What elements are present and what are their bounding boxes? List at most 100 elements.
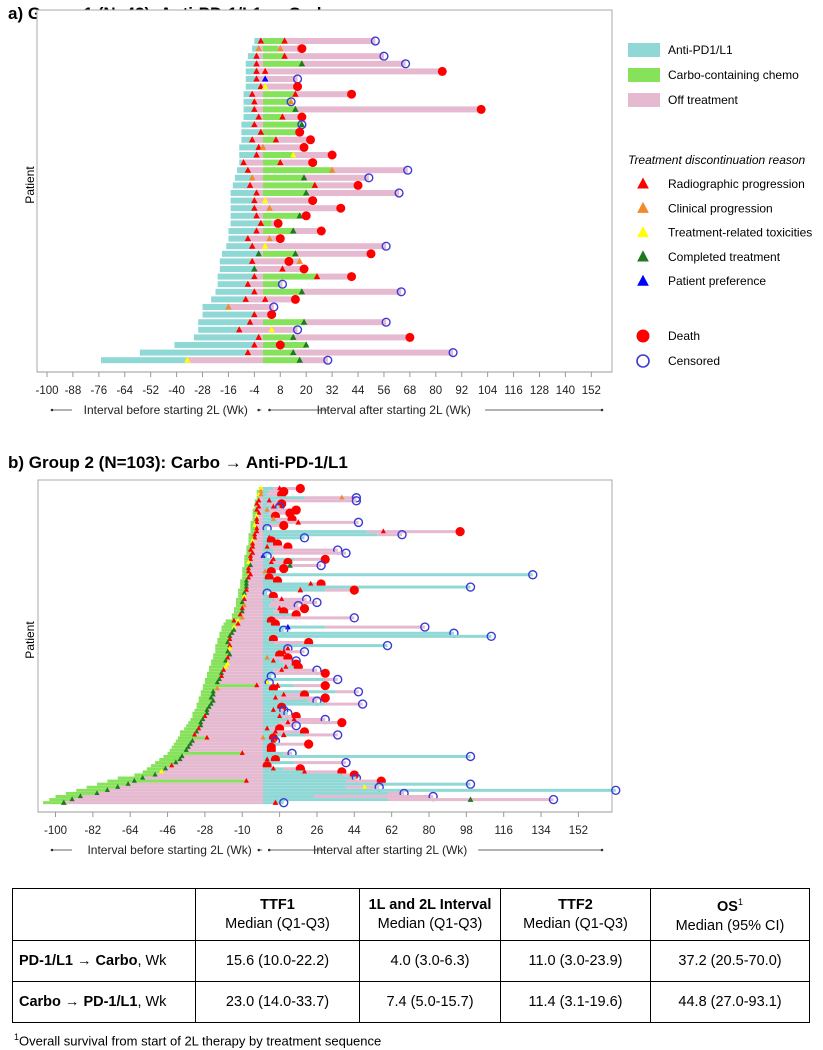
x-tick-label: 56 xyxy=(378,385,391,397)
table-cell: 44.8 (27.0-93.1) xyxy=(650,981,810,1023)
off-treatment-segment xyxy=(211,702,263,706)
x-tick-label: -76 xyxy=(91,385,108,397)
patient-row xyxy=(250,527,465,537)
1l-chemo-segment xyxy=(242,573,251,577)
event-triangle-icon xyxy=(257,37,265,44)
off-treatment-segment xyxy=(227,641,263,644)
censored-marker-icon xyxy=(448,348,458,358)
table-cell: 23.0 (14.0-33.7) xyxy=(195,981,360,1023)
event-triangle-icon xyxy=(338,494,345,500)
event-triangle-icon xyxy=(241,593,248,599)
summary-table: TTF1 Median (Q1-Q3) 1L and 2L Interval Med… xyxy=(12,888,810,1023)
event-triangle-icon xyxy=(264,654,271,661)
event-triangle-icon xyxy=(280,691,287,698)
2l-chemo-segment xyxy=(263,182,315,189)
2l-io-segment xyxy=(263,573,533,577)
event-triangle-icon xyxy=(253,682,260,688)
1l-io-segment xyxy=(243,98,255,105)
2l-io-segment xyxy=(263,600,272,604)
off-treatment-segment xyxy=(325,625,425,629)
censored-marker-icon xyxy=(341,757,351,768)
event-triangle-icon xyxy=(361,784,368,790)
x-tick-label: 80 xyxy=(429,385,442,397)
2l-io-segment xyxy=(263,702,326,706)
off-treatment-segment xyxy=(209,705,263,709)
death-marker-icon xyxy=(293,82,303,92)
death-marker-icon xyxy=(299,264,309,274)
off-treatment-segment xyxy=(246,585,263,589)
censored-marker-icon xyxy=(381,241,391,251)
2l-io-segment xyxy=(263,751,284,755)
off-treatment-segment xyxy=(254,523,263,527)
event-triangle-icon xyxy=(204,734,210,741)
event-triangle-icon xyxy=(279,265,286,272)
censored-marker-icon xyxy=(279,797,289,808)
patient-row xyxy=(245,66,447,76)
censored-marker-icon xyxy=(357,699,368,709)
x-tick-label: 140 xyxy=(556,385,575,397)
event-triangle-icon xyxy=(296,356,303,363)
death-marker-icon xyxy=(347,272,357,282)
1l-chemo-segment xyxy=(134,773,156,777)
1l-chemo-segment xyxy=(196,702,212,706)
patient-row xyxy=(234,173,374,183)
off-treatment-segment xyxy=(246,588,263,592)
off-treatment-segment xyxy=(196,730,263,734)
patient-row xyxy=(76,785,621,796)
off-treatment-segment xyxy=(248,567,263,571)
event-triangle-icon xyxy=(204,707,210,713)
off-treatment-segment xyxy=(243,159,263,166)
event-triangle-icon xyxy=(195,725,202,731)
patient-row xyxy=(180,730,343,740)
legend-label-chemo: Carbo-containing chemo xyxy=(668,68,799,82)
death-marker-icon xyxy=(284,256,294,266)
death-marker-icon xyxy=(273,218,283,228)
off-treatment-segment xyxy=(248,576,263,580)
patient-row xyxy=(230,188,404,198)
off-treatment-segment xyxy=(325,677,338,681)
arrow-head-icon xyxy=(50,848,54,852)
1l-chemo-segment xyxy=(209,665,226,669)
event-triangle-icon xyxy=(226,651,233,658)
event-triangle-icon xyxy=(266,235,273,242)
2l-io-segment xyxy=(263,782,471,786)
off-treatment-segment xyxy=(269,604,299,608)
2l-io-segment xyxy=(263,711,288,715)
1l-chemo-segment xyxy=(242,576,249,580)
1l-chemo-segment xyxy=(233,610,243,614)
patient-row xyxy=(245,59,411,69)
event-triangle-icon xyxy=(225,303,232,310)
event-triangle-icon xyxy=(220,667,227,673)
1l-chemo-segment xyxy=(250,520,257,524)
off-treatment-segment xyxy=(186,748,263,752)
1l-chemo-segment xyxy=(252,517,257,521)
event-triangle-icon xyxy=(280,731,287,738)
off-treatment-segment xyxy=(202,718,263,721)
patient-row xyxy=(250,520,289,531)
1l-chemo-segment xyxy=(244,554,251,558)
x-tick-label: 44 xyxy=(352,385,365,397)
1l-chemo-segment xyxy=(256,496,259,500)
censored-marker-icon xyxy=(400,59,411,69)
event-triangle-icon xyxy=(241,590,248,596)
event-triangle-icon xyxy=(251,288,258,295)
patient-row xyxy=(243,112,307,122)
header-sub: Median (Q1-Q3) xyxy=(523,915,628,932)
1l-chemo-segment xyxy=(167,751,243,755)
2l-chemo-segment xyxy=(263,220,272,227)
event-triangle-icon xyxy=(258,488,264,494)
patient-row xyxy=(139,348,458,358)
1l-chemo-segment xyxy=(246,551,253,555)
off-treatment-segment xyxy=(180,758,263,762)
event-triangle-icon xyxy=(285,623,291,630)
2l-io-segment xyxy=(263,591,268,595)
censored-marker-icon xyxy=(349,613,359,623)
off-treatment-segment xyxy=(242,607,263,611)
2l-io-segment xyxy=(263,487,274,490)
2l-io-segment xyxy=(263,798,388,802)
off-treatment-segment xyxy=(283,693,305,697)
event-triangle-icon xyxy=(224,648,231,654)
event-triangle-icon xyxy=(261,83,269,90)
event-triangle-icon xyxy=(243,586,250,593)
1l-chemo-segment xyxy=(248,542,253,546)
